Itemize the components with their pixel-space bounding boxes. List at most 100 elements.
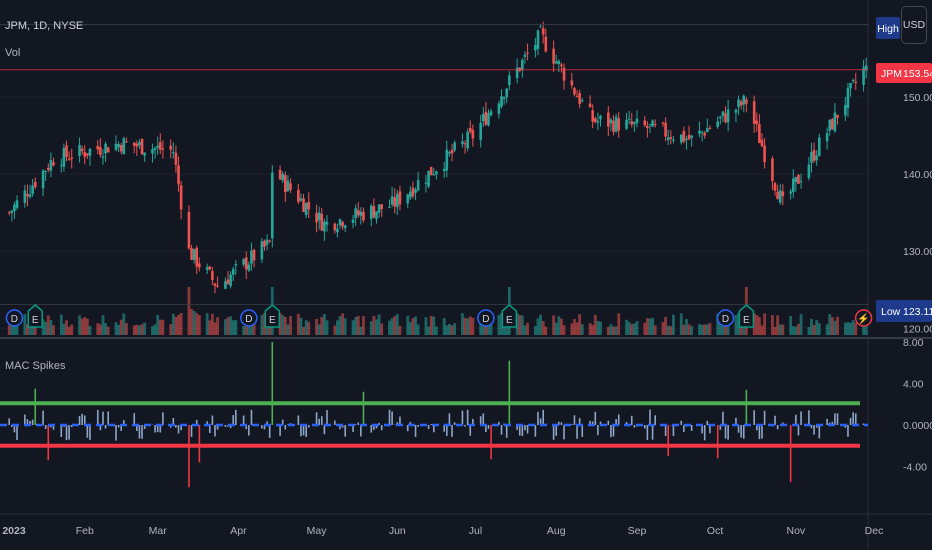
candle[interactable] <box>325 214 329 232</box>
candle[interactable] <box>544 28 548 53</box>
candle[interactable] <box>705 118 709 133</box>
candle[interactable] <box>643 116 647 127</box>
candle[interactable] <box>195 245 199 274</box>
candle[interactable] <box>617 111 621 138</box>
candle[interactable] <box>416 171 420 192</box>
candle[interactable] <box>286 175 290 192</box>
candle[interactable] <box>343 224 347 233</box>
candle[interactable] <box>161 140 165 159</box>
candle[interactable] <box>651 119 654 127</box>
candle[interactable] <box>862 59 865 92</box>
candle[interactable] <box>737 95 740 115</box>
candle[interactable] <box>151 143 154 163</box>
time-axis[interactable]: 2023 Feb Mar Apr May Jun Jul Aug Sep Oct Nov Dec <box>2 525 883 537</box>
candle[interactable] <box>424 175 428 193</box>
candle[interactable] <box>672 135 675 144</box>
candle[interactable] <box>831 117 834 130</box>
candle[interactable] <box>810 142 813 173</box>
event-marker-dividend[interactable]: D <box>716 309 735 327</box>
candle[interactable] <box>427 170 430 189</box>
candle[interactable] <box>315 204 318 233</box>
mac-axis[interactable]: 8.00 4.00 0.0000 -4.00 <box>903 337 932 474</box>
candle[interactable] <box>205 263 209 275</box>
candle[interactable] <box>815 150 818 166</box>
candle[interactable] <box>481 107 485 127</box>
candle[interactable] <box>362 207 365 223</box>
candle[interactable] <box>635 110 639 128</box>
candle[interactable] <box>450 144 454 162</box>
candle[interactable] <box>448 150 451 157</box>
candle[interactable] <box>356 202 360 218</box>
candle[interactable] <box>307 192 311 219</box>
candle[interactable] <box>198 257 201 272</box>
candle[interactable] <box>31 178 34 197</box>
candle[interactable] <box>138 139 141 150</box>
candle[interactable] <box>336 223 339 238</box>
candle[interactable] <box>192 248 196 264</box>
candle[interactable] <box>578 89 581 109</box>
candle[interactable] <box>101 149 105 165</box>
candle[interactable] <box>234 260 238 275</box>
candle[interactable] <box>797 173 800 184</box>
candle[interactable] <box>52 157 55 167</box>
event-marker-split-bolt[interactable]: ⚡ <box>854 309 873 327</box>
candle[interactable] <box>88 147 92 166</box>
candle[interactable] <box>591 104 594 129</box>
candle[interactable] <box>849 82 852 97</box>
candle[interactable] <box>739 99 743 110</box>
candle[interactable] <box>560 62 563 73</box>
candle[interactable] <box>341 220 344 231</box>
candle[interactable] <box>172 142 175 159</box>
candle[interactable] <box>104 141 107 162</box>
candle[interactable] <box>369 203 373 227</box>
candle[interactable] <box>377 204 381 218</box>
candle[interactable] <box>250 242 253 271</box>
candle[interactable] <box>799 173 803 189</box>
candle[interactable] <box>570 72 574 89</box>
candle[interactable] <box>703 130 706 139</box>
candle[interactable] <box>726 99 730 132</box>
candle[interactable] <box>15 195 19 211</box>
candle[interactable] <box>125 137 128 143</box>
candle[interactable] <box>828 119 832 136</box>
candle[interactable] <box>700 130 704 142</box>
candle[interactable] <box>297 183 300 205</box>
candle[interactable] <box>812 142 816 164</box>
candle[interactable] <box>278 165 282 181</box>
candle[interactable] <box>393 188 397 214</box>
candle[interactable] <box>213 282 217 294</box>
candle[interactable] <box>33 177 37 190</box>
candle[interactable] <box>252 248 256 268</box>
candle[interactable] <box>158 133 162 155</box>
event-marker-dividend[interactable]: D <box>477 309 495 327</box>
event-marker-earnings[interactable]: E <box>501 304 518 328</box>
candle[interactable] <box>289 178 292 193</box>
candle[interactable] <box>143 152 146 162</box>
candle[interactable] <box>398 185 402 211</box>
candle[interactable] <box>388 199 391 209</box>
candle[interactable] <box>807 157 811 181</box>
candle[interactable] <box>833 103 837 133</box>
candle[interactable] <box>380 203 383 217</box>
candle[interactable] <box>323 218 326 241</box>
candle[interactable] <box>552 40 555 72</box>
candle[interactable] <box>231 266 235 281</box>
candle[interactable] <box>177 156 180 192</box>
candle[interactable] <box>284 171 287 202</box>
candle[interactable] <box>41 169 45 197</box>
candle[interactable] <box>497 100 501 119</box>
candle[interactable] <box>502 96 506 105</box>
candle[interactable] <box>375 211 378 224</box>
candle[interactable] <box>573 87 576 97</box>
candle[interactable] <box>534 37 537 58</box>
event-marker-dividend[interactable]: D <box>5 309 24 327</box>
candle[interactable] <box>479 114 482 148</box>
candle[interactable] <box>515 58 519 84</box>
candle[interactable] <box>791 169 795 198</box>
candle[interactable] <box>96 140 100 155</box>
candle[interactable] <box>414 187 417 201</box>
candle[interactable] <box>599 114 602 127</box>
candle[interactable] <box>247 261 251 273</box>
candle[interactable] <box>609 117 613 131</box>
